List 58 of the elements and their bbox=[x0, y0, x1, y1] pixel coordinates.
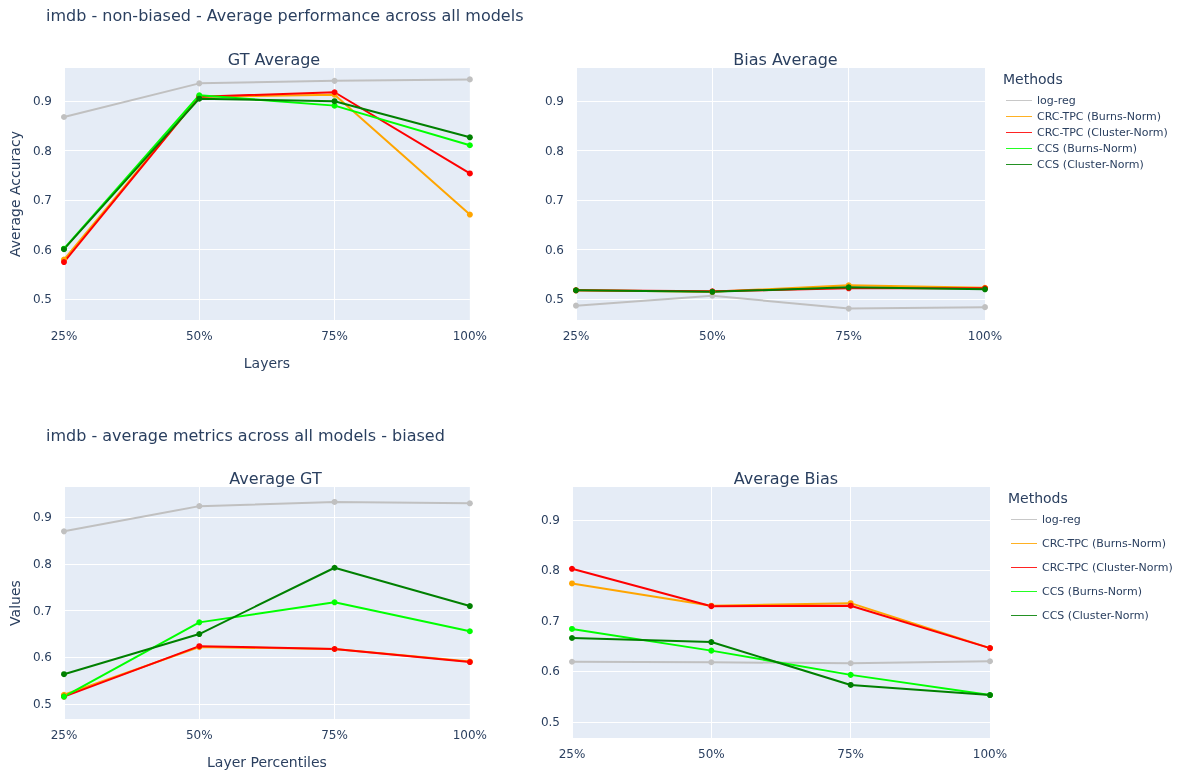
legend-label: CRC-TPC (Burns-Norm) bbox=[1037, 110, 1162, 123]
x-tick-label: 75% bbox=[321, 728, 348, 742]
y-tick-label: 0.5 bbox=[32, 697, 52, 712]
x-axis-title: Layers bbox=[243, 355, 291, 371]
chart-title: Average GT bbox=[229, 468, 322, 488]
legend-label: CCS (Cluster-Norm) bbox=[1042, 609, 1149, 622]
x-tick-label: 50% bbox=[699, 329, 726, 343]
y-tick-label: 0.5 bbox=[32, 292, 52, 307]
x-tick-label: 50% bbox=[185, 329, 213, 343]
legend-label: CRC-TPC (Cluster-Norm) bbox=[1042, 561, 1173, 574]
legend-label: CCS (Burns-Norm) bbox=[1037, 142, 1137, 155]
chart-title: Average Bias bbox=[733, 468, 839, 488]
y-axis-title: Values bbox=[7, 580, 23, 626]
legend-label: CRC-TPC (Cluster-Norm) bbox=[1037, 126, 1168, 139]
chart-title: GT Average bbox=[227, 49, 321, 69]
legend-title: Methods bbox=[1008, 490, 1068, 506]
text: imdb - non-biased - Average performance across all models bbox=[46, 6, 524, 25]
legend-label: CCS (Burns-Norm) bbox=[1042, 585, 1142, 598]
x-tick-label: 25% bbox=[50, 329, 78, 343]
legend-label: CRC-TPC (Burns-Norm) bbox=[1042, 537, 1167, 550]
x-tick-label: 100% bbox=[972, 747, 1008, 761]
x-tick-label: 75% bbox=[835, 329, 862, 343]
y-tick-label: 0.5 bbox=[544, 292, 564, 307]
y-tick-label: 0.8 bbox=[540, 563, 560, 578]
legend-label: CCS (Cluster-Norm) bbox=[1037, 158, 1144, 171]
x-axis-title: Layer Percentiles bbox=[206, 754, 327, 770]
x-tick-label: 100% bbox=[452, 329, 487, 343]
legend-title: Methods bbox=[1003, 71, 1063, 87]
y-axis-title: Average Accuracy bbox=[7, 131, 23, 257]
y-tick-label: 0.6 bbox=[32, 242, 52, 257]
x-tick-label: 25% bbox=[562, 329, 590, 343]
x-tick-label: 50% bbox=[698, 747, 725, 761]
x-tick-label: 50% bbox=[185, 728, 213, 742]
x-tick-label: 100% bbox=[452, 728, 487, 742]
legend-label: log-reg bbox=[1037, 94, 1076, 107]
y-tick-label: 0.6 bbox=[544, 242, 564, 257]
y-tick-label: 0.9 bbox=[540, 512, 560, 527]
x-tick-label: 75% bbox=[837, 747, 864, 761]
x-tick-label: 100% bbox=[967, 329, 1003, 343]
y-tick-label: 0.7 bbox=[544, 193, 564, 208]
x-tick-label: 25% bbox=[558, 747, 586, 761]
y-tick-label: 0.7 bbox=[32, 603, 52, 618]
legend-label: log-reg bbox=[1042, 513, 1081, 526]
y-tick-label: 0.7 bbox=[32, 193, 52, 208]
chart-title: Bias Average bbox=[733, 49, 838, 69]
y-tick-label: 0.8 bbox=[544, 143, 564, 158]
x-tick-label: 25% bbox=[50, 728, 78, 742]
y-tick-label: 0.9 bbox=[32, 510, 52, 525]
y-tick-label: 0.6 bbox=[540, 664, 560, 679]
y-tick-label: 0.8 bbox=[32, 557, 52, 572]
y-tick-label: 0.6 bbox=[32, 650, 52, 665]
x-tick-label: 75% bbox=[321, 329, 348, 343]
y-tick-label: 0.9 bbox=[544, 94, 564, 109]
y-tick-label: 0.5 bbox=[540, 714, 560, 729]
y-tick-label: 0.9 bbox=[32, 94, 52, 109]
y-tick-label: 0.8 bbox=[32, 143, 52, 158]
text: imdb - average metrics across all models - biased bbox=[46, 426, 445, 445]
y-tick-label: 0.7 bbox=[540, 613, 560, 628]
